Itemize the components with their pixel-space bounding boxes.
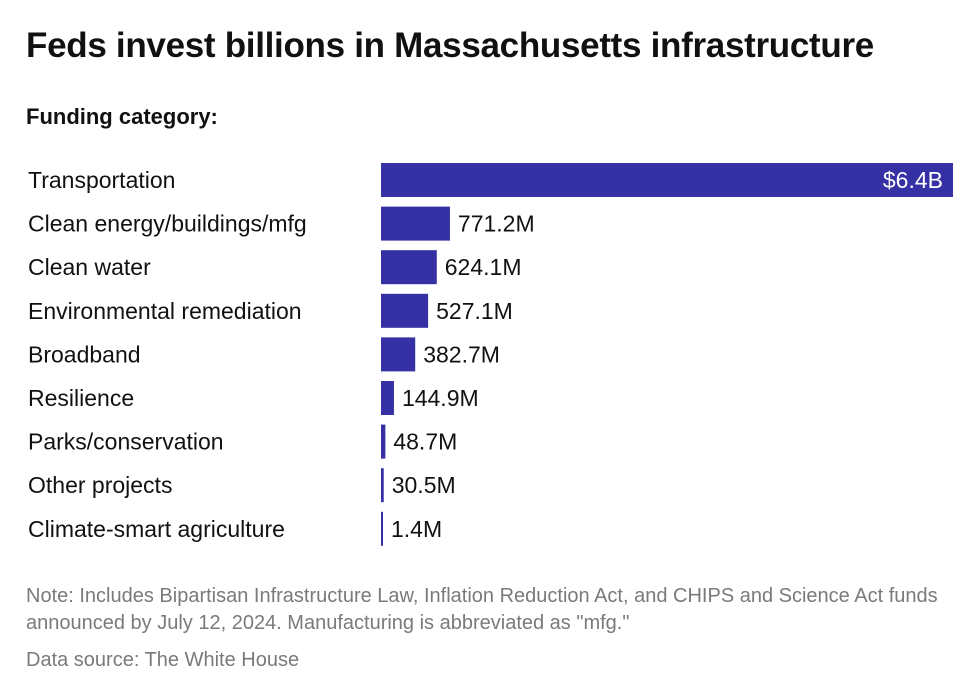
category-label-other-projects: Other projects [28, 472, 172, 498]
chart-note: Note: Includes Bipartisan Infrastructure… [26, 585, 938, 634]
value-label-environmental-remediation: 527.1M [436, 298, 513, 324]
category-label-clean-energy-buildings-mfg: Clean energy/buildings/mfg [28, 211, 307, 237]
bar-broadband [381, 337, 416, 372]
value-label-climate-smart-agriculture: 1.4M [391, 516, 442, 542]
bar-environmental-remediation [381, 293, 429, 328]
bar-other-projects [381, 468, 384, 503]
category-label-clean-water: Clean water [28, 254, 151, 280]
value-label-other-projects: 30.5M [392, 472, 456, 498]
value-label-broadband: 382.7M [423, 341, 500, 367]
value-label-transportation: $6.4B [883, 167, 943, 193]
bar-resilience [381, 381, 394, 415]
category-label-parks-conservation: Parks/conservation [28, 429, 224, 455]
category-label-resilience: Resilience [28, 385, 134, 411]
value-label-clean-water: 624.1M [445, 254, 522, 280]
bar-chart: Transportation $6.4B Clean energy/building… [28, 163, 953, 546]
data-source: Data source: The White House [26, 649, 300, 671]
value-label-resilience: 144.9M [402, 385, 479, 411]
chart-title: Feds invest billions in Massachusetts in… [26, 26, 874, 65]
bar-climate-smart-agriculture [381, 511, 383, 546]
category-label-broadband: Broadband [28, 341, 141, 367]
category-label-climate-smart-agriculture: Climate-smart agriculture [28, 516, 285, 542]
value-label-parks-conservation: 48.7M [393, 429, 457, 455]
bar-parks-conservation [381, 424, 386, 459]
category-label-environmental-remediation: Environmental remediation [28, 298, 302, 324]
chart-subtitle: Funding category: [26, 104, 218, 129]
category-label-transportation: Transportation [28, 167, 175, 193]
value-label-clean-energy-buildings-mfg: 771.2M [458, 211, 535, 237]
bar-clean-energy-buildings-mfg [381, 206, 450, 241]
bar-clean-water [381, 250, 437, 285]
bar-transportation [381, 163, 953, 197]
